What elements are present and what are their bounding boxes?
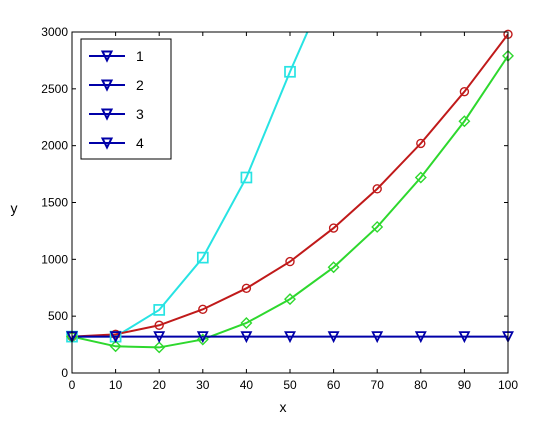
series-4-point xyxy=(196,331,209,344)
series-1-point xyxy=(153,304,166,316)
x-tick-label: 40 xyxy=(240,378,254,392)
y-tick-label: 1500 xyxy=(41,196,68,210)
series-4-point xyxy=(327,331,340,344)
series-3-point xyxy=(196,333,209,346)
legend-marker xyxy=(100,137,114,150)
series-3-point xyxy=(284,293,296,306)
x-tick-label: 70 xyxy=(371,378,385,392)
x-tick-label: 90 xyxy=(458,378,472,392)
series-4-point xyxy=(240,331,253,344)
x-tick-label: 80 xyxy=(414,378,428,392)
series-3-line xyxy=(72,55,508,349)
series-4-point xyxy=(371,331,384,344)
series-4-point xyxy=(153,331,166,344)
x-tick-label: 100 xyxy=(498,378,518,392)
series-4-point xyxy=(284,331,296,344)
x-tick-label: 30 xyxy=(196,378,210,392)
x-tick-label: 20 xyxy=(153,378,167,392)
x-tick-label: 10 xyxy=(109,378,123,392)
x-tick-label: 60 xyxy=(327,378,341,392)
series-1-point xyxy=(284,65,296,78)
series-4-point xyxy=(109,331,122,344)
y-axis-label: y xyxy=(11,200,18,216)
series-2-point xyxy=(459,86,470,97)
series-3-point xyxy=(371,220,384,233)
y-tick-label: 3000 xyxy=(41,25,68,39)
y-tick-label: 500 xyxy=(48,309,68,323)
series-3-point xyxy=(414,171,427,184)
legend-box xyxy=(80,38,172,160)
series-4-point xyxy=(458,331,471,344)
series-3-point xyxy=(240,316,253,329)
y-tick-label: 2000 xyxy=(41,139,68,153)
y-tick-label: 2500 xyxy=(41,82,68,96)
legend-label: 4 xyxy=(136,135,144,151)
legend-marker xyxy=(100,79,114,92)
y-tick-label: 0 xyxy=(61,366,68,380)
series-2-point xyxy=(328,223,339,233)
series-4-point xyxy=(414,331,427,344)
series-2-point xyxy=(285,256,295,267)
legend-marker xyxy=(100,50,114,63)
series-2-point xyxy=(198,304,208,315)
series-2-point xyxy=(416,138,426,149)
series-3-point xyxy=(109,340,122,353)
series-3-point xyxy=(458,115,471,128)
series-2-point xyxy=(154,320,164,330)
series-2-line xyxy=(72,33,508,338)
legend-marker xyxy=(100,108,114,121)
series-2-point xyxy=(241,283,252,294)
x-tick-label: 50 xyxy=(283,378,297,392)
series-1-point xyxy=(240,171,253,184)
series-3-point xyxy=(327,261,340,274)
x-axis-label: x xyxy=(280,399,287,415)
legend-label: 1 xyxy=(136,48,144,64)
series-2-point xyxy=(372,184,382,194)
series-3-point xyxy=(153,341,166,354)
series-1-point xyxy=(196,251,209,264)
x-tick-label: 0 xyxy=(69,378,76,392)
y-tick-label: 1000 xyxy=(41,252,68,266)
legend-label: 2 xyxy=(136,77,144,93)
legend-label: 3 xyxy=(136,106,144,122)
